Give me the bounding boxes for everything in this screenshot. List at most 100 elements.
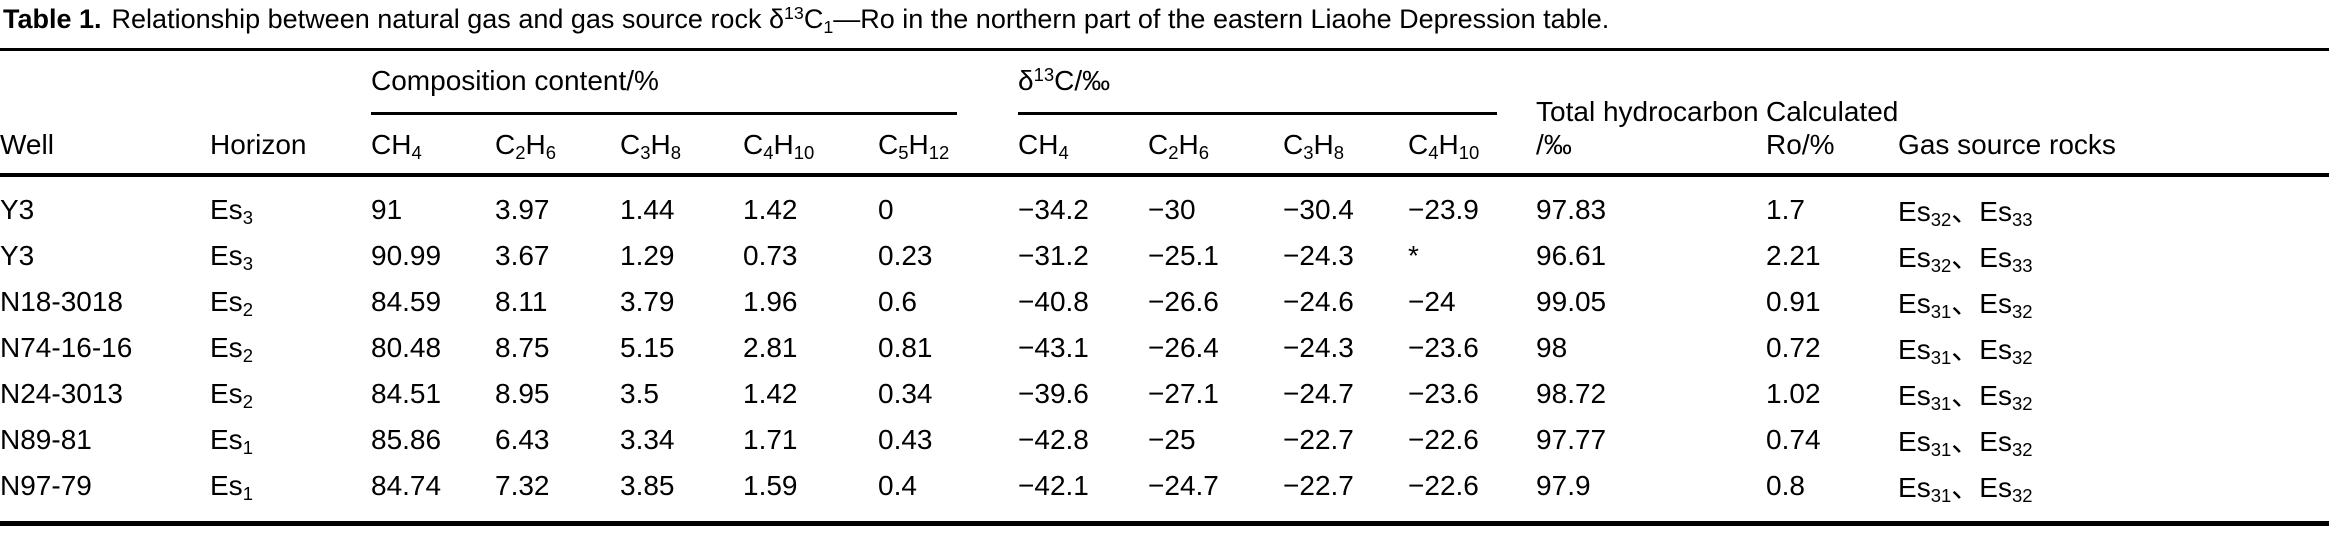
cell-well: Y3 (0, 240, 35, 271)
cell-calculated-ro: 2.21 (1766, 240, 1821, 271)
table-row: N89-81 Es1 85.86 6.43 3.34 1.71 0.43 −42.8 −25 −2… (0, 417, 2329, 463)
cell-c3h8: 3.34 (620, 424, 675, 455)
cell-d13c-c4h10: −22.6 (1408, 470, 1479, 501)
cell-d13c-ch4: −40.8 (1018, 286, 1089, 317)
cell-ch4: 80.48 (371, 332, 442, 363)
cell-gas-source-rocks: Es31、Es32 (1898, 472, 2033, 507)
cell-d13c-c2h6: −24.7 (1148, 470, 1219, 501)
cell-d13c-c2h6: −27.1 (1148, 378, 1219, 409)
cell-d13c-c3h8: −30.4 (1283, 194, 1354, 225)
col-header-horizon: Horizon (210, 49, 371, 177)
cell-c4h10: 1.96 (743, 286, 798, 317)
cell-c5h12: 0.6 (878, 286, 917, 317)
cell-c5h12: 0.34 (878, 378, 933, 409)
cell-d13c-ch4: −42.8 (1018, 424, 1089, 455)
cell-ch4: 84.51 (371, 378, 442, 409)
group-label-delta13c: δ13C/‰ (1018, 65, 1498, 115)
cell-d13c-c4h10: −23.6 (1408, 378, 1479, 409)
group-header-row: Well Horizon Composition content/% δ13C/… (0, 49, 2329, 177)
col-header-c4h10-delta13c: C4H10 (1408, 115, 1537, 177)
cell-ch4: 91 (371, 194, 403, 225)
cell-horizon: Es1 (210, 424, 253, 459)
group-header-composition: Composition content/% (371, 50, 1018, 115)
cell-d13c-c4h10: −23.9 (1408, 194, 1479, 225)
cell-total-hydrocarbon: 98 (1536, 332, 1568, 363)
table-row: N24-3013 Es2 84.51 8.95 3.5 1.42 0.34 −39.6 −27.… (0, 371, 2329, 417)
chem-header-row: CH4 C2H6 C3H8 C4H10 C5H12 CH4 C2H6 C3H8 … (0, 115, 2329, 177)
cell-total-hydrocarbon: 99.05 (1536, 286, 1607, 317)
cell-c5h12: 0.23 (878, 240, 933, 271)
cell-calculated-ro: 0.74 (1766, 424, 1821, 455)
cell-c3h8: 3.85 (620, 470, 675, 501)
cell-c3h8: 1.29 (620, 240, 675, 271)
cell-c2h6: 3.97 (495, 194, 550, 225)
cell-d13c-ch4: −43.1 (1018, 332, 1089, 363)
cell-d13c-c2h6: −30 (1148, 194, 1196, 225)
cell-c2h6: 3.67 (495, 240, 550, 271)
cell-horizon: Es2 (210, 332, 253, 367)
cell-total-hydrocarbon: 97.77 (1536, 424, 1607, 455)
cell-d13c-c3h8: −24.7 (1283, 378, 1354, 409)
col-header-c2h6-delta13c: C2H6 (1148, 115, 1284, 177)
cell-horizon: Es2 (210, 378, 253, 413)
col-header-ch4-composition: CH4 (371, 115, 495, 177)
data-table: Well Horizon Composition content/% δ13C/… (0, 48, 2329, 526)
cell-calculated-ro: 0.91 (1766, 286, 1821, 317)
group-header-delta13c: δ13C/‰ (1018, 50, 1536, 115)
col-header-ch4-delta13c: CH4 (1018, 115, 1149, 177)
cell-c2h6: 8.11 (495, 286, 548, 317)
page: Table 1. Relationship between natural gas… (0, 4, 2329, 560)
cell-calculated-ro: 0.8 (1766, 470, 1805, 501)
cell-d13c-ch4: −31.2 (1018, 240, 1089, 271)
col-header-c5h12-composition: C5H12 (878, 115, 1019, 177)
cell-well: N24-3013 (0, 378, 123, 409)
cell-d13c-c2h6: −26.6 (1148, 286, 1219, 317)
cell-gas-source-rocks: Es31、Es32 (1898, 426, 2033, 461)
cell-d13c-c3h8: −24.3 (1283, 332, 1354, 363)
cell-c2h6: 6.43 (495, 424, 550, 455)
col-header-c3h8-delta13c: C3H8 (1283, 115, 1409, 177)
cell-total-hydrocarbon: 98.72 (1536, 378, 1607, 409)
cell-well: N89-81 (0, 424, 92, 455)
cell-d13c-c3h8: −22.7 (1283, 470, 1354, 501)
col-header-c4h10-composition: C4H10 (743, 115, 878, 177)
caption-label: Table 1. (3, 4, 102, 34)
cell-calculated-ro: 0.72 (1766, 332, 1821, 363)
cell-c3h8: 5.15 (620, 332, 675, 363)
cell-ch4: 84.59 (371, 286, 442, 317)
cell-calculated-ro: 1.02 (1766, 378, 1821, 409)
cell-c5h12: 0.4 (878, 470, 917, 501)
cell-d13c-c4h10: −22.6 (1408, 424, 1479, 455)
col-header-well: Well (0, 49, 210, 177)
table-header: Well Horizon Composition content/% δ13C/… (0, 49, 2329, 177)
cell-d13c-c2h6: −25 (1148, 424, 1196, 455)
cell-c4h10: 0.73 (743, 240, 798, 271)
cell-d13c-c3h8: −24.6 (1283, 286, 1354, 317)
cell-c4h10: 1.42 (743, 378, 798, 409)
cell-c4h10: 2.81 (743, 332, 798, 363)
cell-gas-source-rocks: Es31、Es32 (1898, 380, 2033, 415)
table-row: Y3 Es3 90.99 3.67 1.29 0.73 0.23 −31.2 −25.1 −24.… (0, 233, 2329, 279)
cell-well: N74-16-16 (0, 332, 133, 363)
table-caption: Table 1. Relationship between natural gas… (3, 3, 2329, 37)
col-header-gas-source-rocks: Gas source rocks (1898, 49, 2329, 177)
cell-d13c-c4h10: −24 (1408, 286, 1456, 317)
cell-c4h10: 1.42 (743, 194, 798, 225)
cell-gas-source-rocks: Es32、Es33 (1898, 196, 2033, 231)
cell-d13c-c2h6: −26.4 (1148, 332, 1219, 363)
group-label-composition: Composition content/% (371, 65, 958, 115)
cell-d13c-ch4: −34.2 (1018, 194, 1089, 225)
cell-total-hydrocarbon: 97.83 (1536, 194, 1607, 225)
cell-calculated-ro: 1.7 (1766, 194, 1805, 225)
cell-c3h8: 1.44 (620, 194, 675, 225)
cell-total-hydrocarbon: 96.61 (1536, 240, 1607, 271)
table-body: Y3 Es3 91 3.97 1.44 1.42 0 −34.2 −30 −30.4 −23.9 97… (0, 175, 2329, 524)
cell-c3h8: 3.5 (620, 378, 659, 409)
cell-horizon: Es3 (210, 240, 253, 275)
cell-gas-source-rocks: Es31、Es32 (1898, 334, 2033, 369)
cell-well: N97-79 (0, 470, 92, 501)
cell-c5h12: 0 (878, 194, 894, 225)
cell-d13c-ch4: −42.1 (1018, 470, 1089, 501)
caption-text: Relationship between natural gas and gas… (111, 3, 1610, 37)
cell-horizon: Es1 (210, 470, 253, 505)
